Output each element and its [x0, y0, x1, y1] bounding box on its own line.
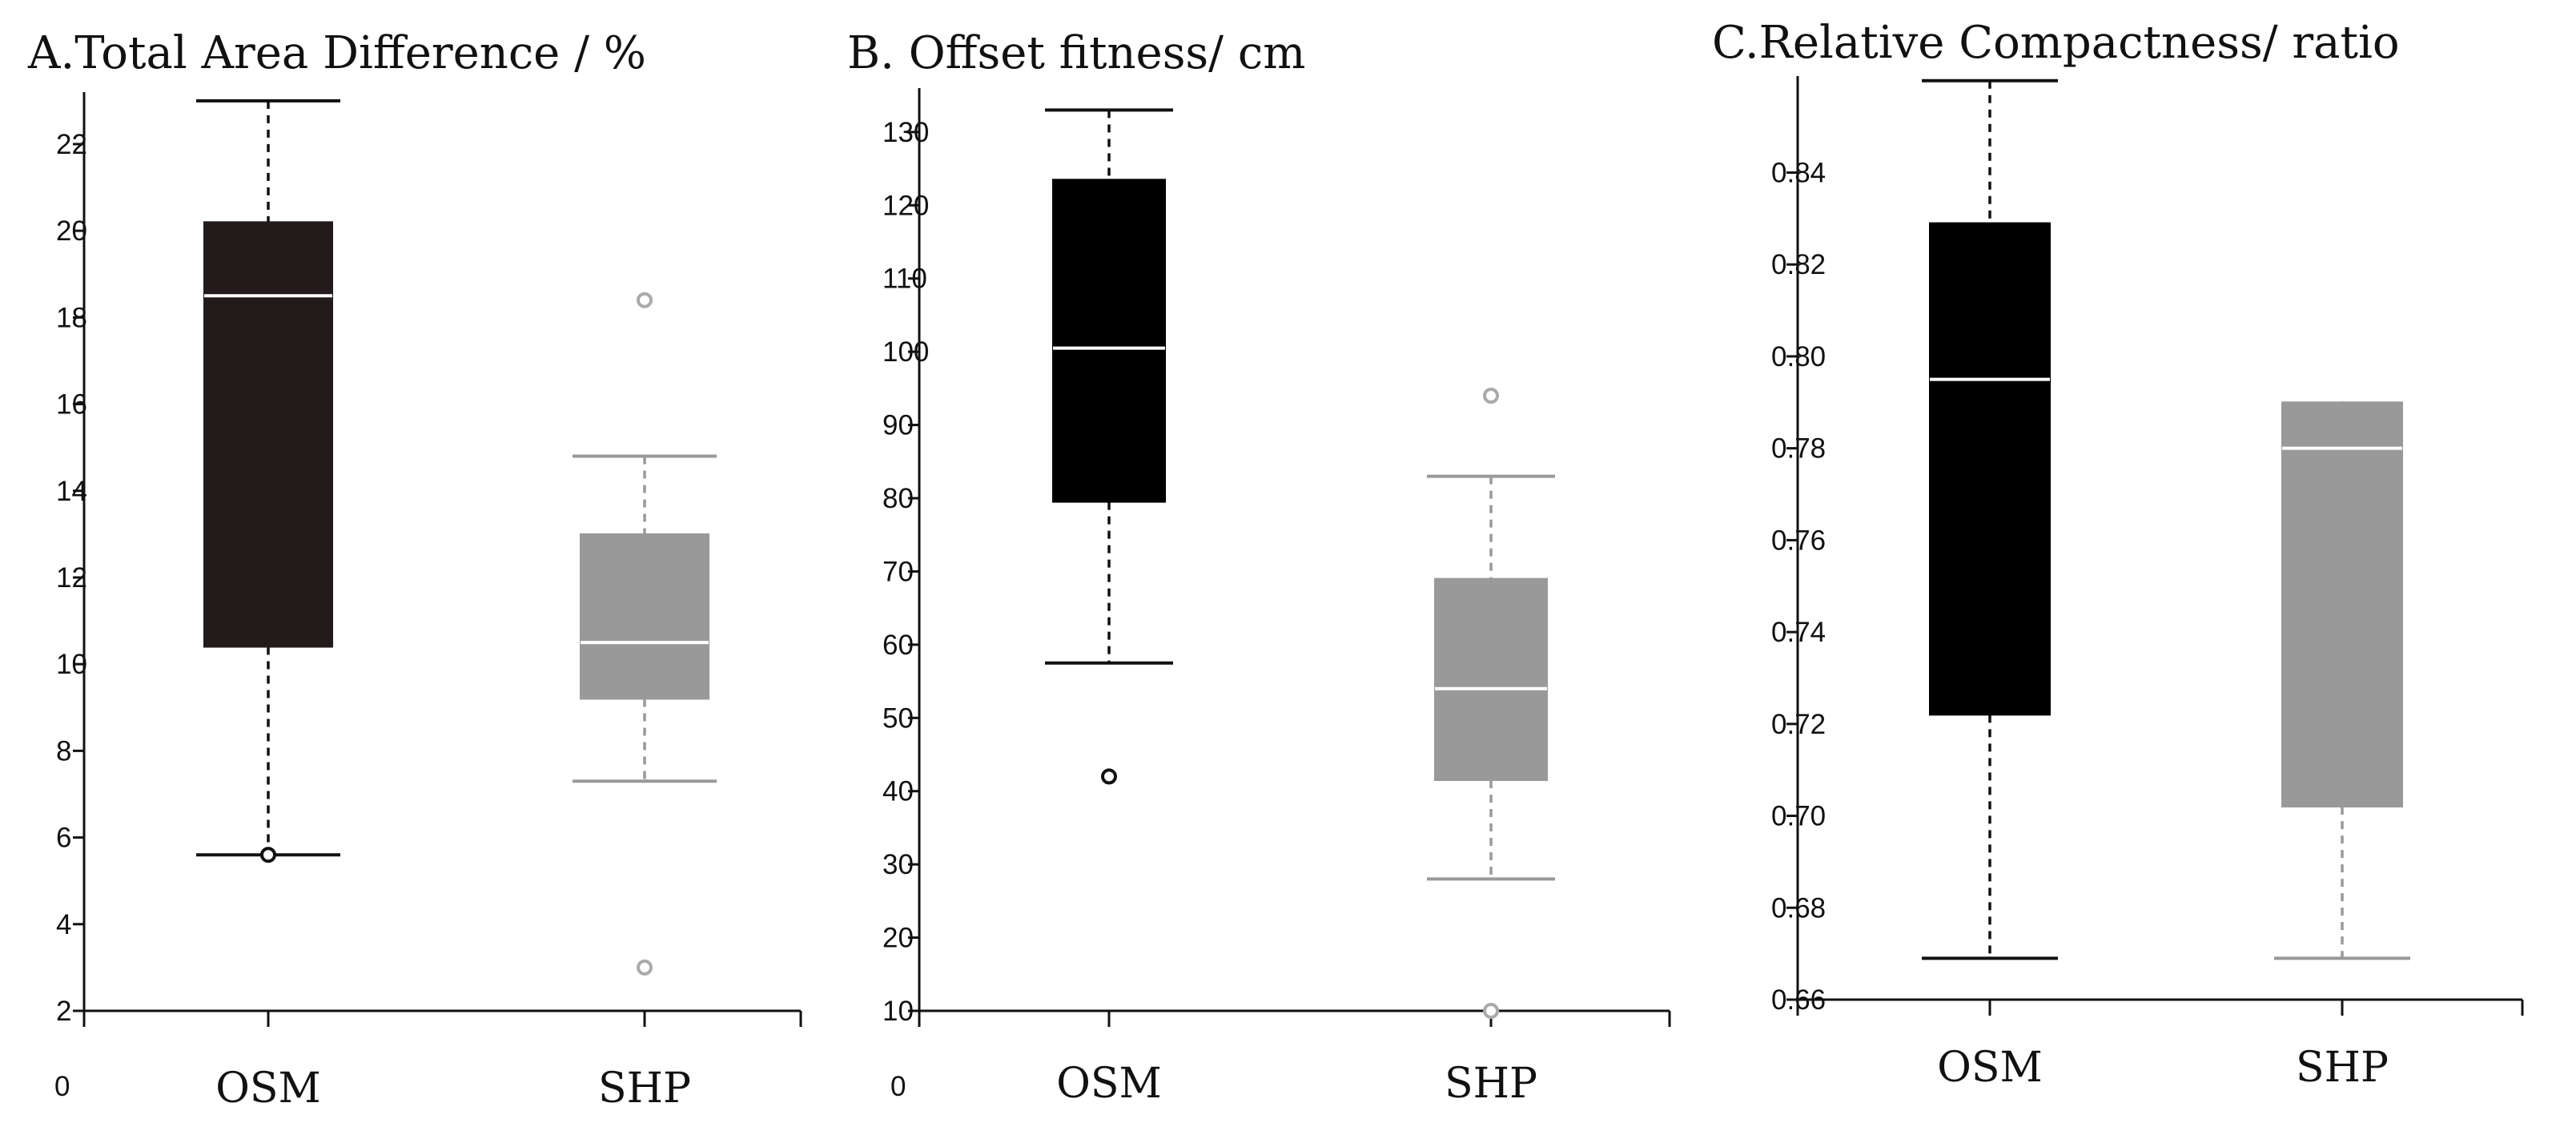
y-tick-label: 90 — [882, 410, 914, 441]
panel-title: C.Relative Compactness/ ratio — [1712, 17, 2400, 69]
panel-title: B. Offset fitness/ cm — [847, 27, 1305, 79]
y-tick-label: 22 — [56, 129, 87, 160]
outlier-point — [637, 292, 653, 308]
y-tick-label: 0.82 — [1771, 249, 1826, 280]
origin-label: 0 — [54, 1071, 70, 1102]
y-tick-label: 20 — [56, 215, 87, 247]
panel-b: B. Offset fitness/ cm 10 20 30 40 50 60 70 80 90 1… — [847, 27, 1671, 1108]
box-shp — [1427, 388, 1555, 1019]
iqr-box — [203, 221, 333, 648]
y-tick-label: 6 — [56, 823, 71, 854]
y-tick-label: 110 — [882, 264, 927, 295]
iqr-box — [1052, 179, 1166, 503]
iqr-box — [1929, 222, 2051, 716]
box-osm — [1922, 78, 2058, 960]
y-tick-label: 12 — [56, 562, 87, 594]
y-tick-label: 40 — [882, 776, 914, 807]
panel-a: A.Total Area Difference / % 2 4 6 8 10 12 14 16 1… — [27, 27, 802, 1113]
y-tick-label: 14 — [56, 476, 87, 507]
iqr-box — [1434, 578, 1548, 781]
panel-c: C.Relative Compactness/ ratio 0.66 0.68 0.7… — [1712, 17, 2524, 1092]
y-tick-label: 18 — [56, 302, 87, 333]
outlier-point — [637, 959, 653, 976]
y-tick-label: 10 — [882, 996, 914, 1027]
y-tick-label: 60 — [882, 630, 914, 661]
panel-title: A.Total Area Difference / % — [27, 27, 646, 79]
y-tick-label: 0.84 — [1771, 157, 1826, 188]
y-tick-label: 80 — [882, 483, 914, 514]
y-tick-label: 70 — [882, 556, 914, 587]
box-osm — [196, 99, 340, 863]
y-tick-label: 0.78 — [1771, 433, 1826, 465]
category-label-osm: OSM — [1937, 1044, 2043, 1092]
category-label-osm: OSM — [1056, 1060, 1162, 1108]
y-tick-label: 0.74 — [1771, 617, 1826, 648]
y-tick-label: 10 — [56, 649, 87, 680]
outlier-point — [1483, 1003, 1499, 1019]
y-tick-label: 30 — [882, 849, 914, 880]
y-tick-label: 0.68 — [1771, 892, 1826, 924]
y-tick-label: 130 — [882, 117, 929, 148]
iqr-box — [2281, 401, 2403, 808]
y-tick-label: 0.80 — [1771, 341, 1826, 372]
category-label-shp: SHP — [598, 1065, 691, 1113]
origin-label: 0 — [890, 1071, 906, 1102]
y-tick-label: 8 — [56, 735, 71, 767]
box-shp — [573, 292, 717, 976]
iqr-box — [580, 533, 709, 700]
y-tick-label: 100 — [882, 336, 929, 368]
y-tick-label: 0.76 — [1771, 525, 1826, 556]
y-tick-label: 120 — [882, 190, 929, 221]
y-tick-label: 50 — [882, 702, 914, 734]
y-tick-label: 20 — [882, 923, 914, 954]
y-tick-label: 2 — [56, 996, 71, 1027]
y-tick-label: 16 — [56, 389, 87, 421]
y-tick-label: 0.72 — [1771, 709, 1826, 740]
category-label-shp: SHP — [1445, 1060, 1537, 1108]
outlier-point — [1101, 768, 1117, 785]
category-label-osm: OSM — [215, 1065, 321, 1113]
outlier-point — [260, 847, 276, 863]
y-tick-label: 4 — [56, 909, 71, 940]
box-shp — [2274, 401, 2410, 960]
category-label-shp: SHP — [2296, 1044, 2389, 1092]
y-tick-label: 0.70 — [1771, 801, 1826, 832]
outlier-point — [1483, 388, 1499, 404]
y-tick-label: 0.66 — [1771, 984, 1826, 1016]
box-osm — [1045, 108, 1173, 785]
